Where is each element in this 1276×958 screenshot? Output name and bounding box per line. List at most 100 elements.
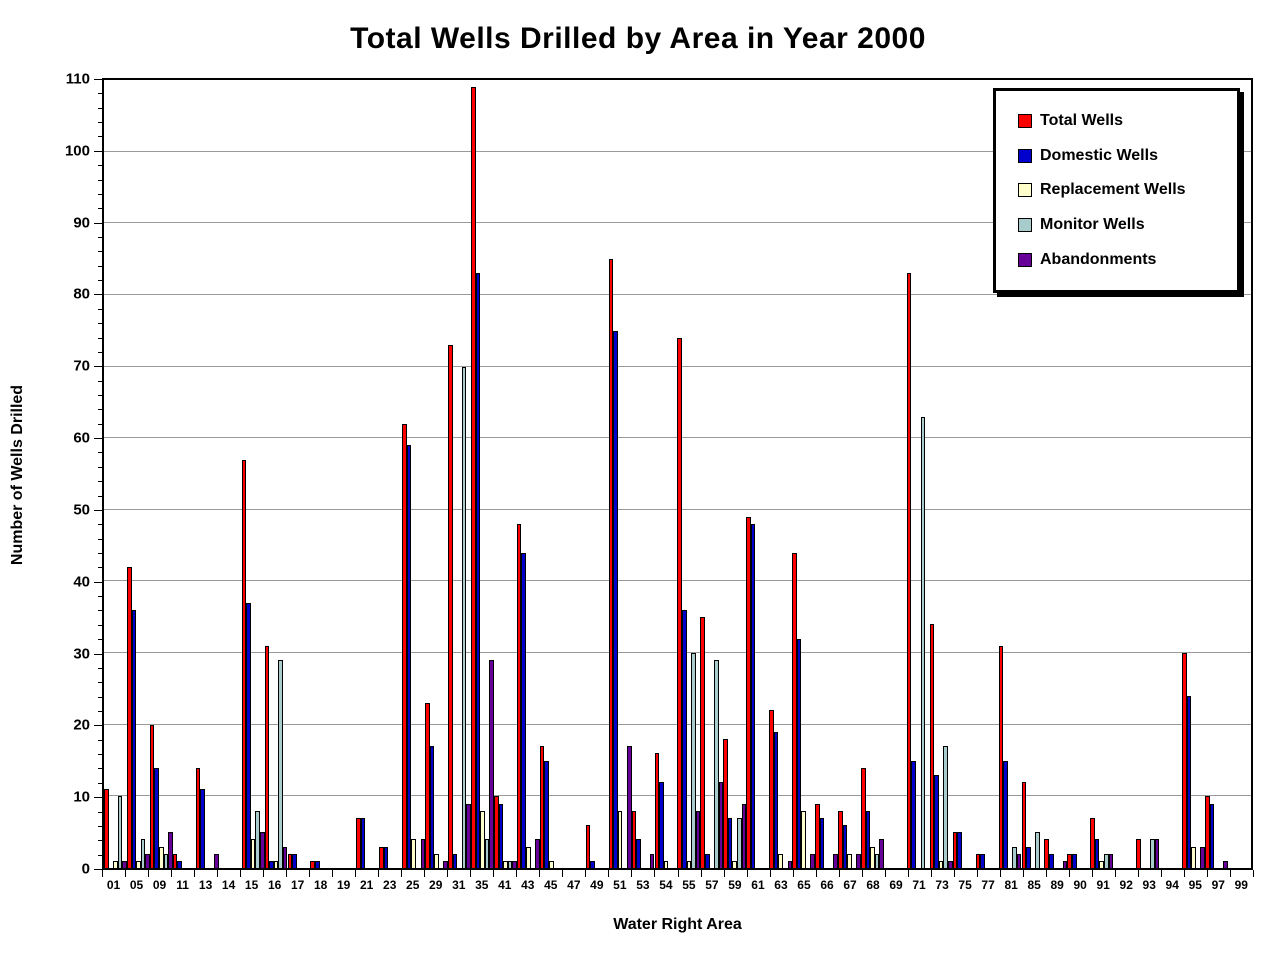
legend-item-total-wells: Total Wells <box>1018 112 1237 130</box>
bar-domestic-wells-area-65 <box>796 638 802 868</box>
bar-domestic-wells-area-05 <box>131 610 137 868</box>
x-tick-label-65: 65 <box>797 878 811 892</box>
bar-total-wells-area-89 <box>1044 839 1050 868</box>
legend-label-domestic-wells: Domestic Wells <box>1040 146 1158 164</box>
y-major-tick-90 <box>94 222 102 224</box>
x-tick-33 <box>861 870 863 877</box>
x-tick-16 <box>470 870 472 877</box>
bar-domestic-wells-area-41 <box>498 803 504 868</box>
y-minor-tick-102 <box>98 136 102 138</box>
y-major-tick-0 <box>94 869 102 870</box>
x-tick-6 <box>240 870 242 877</box>
bar-abandonments-area-15 <box>259 832 265 868</box>
bar-monitor-wells-area-91 <box>1104 853 1109 868</box>
x-tick-11 <box>355 870 357 877</box>
x-tick-45 <box>1137 870 1139 877</box>
y-minor-tick-4 <box>98 840 102 842</box>
x-tick-label-25: 25 <box>406 878 420 892</box>
bar-replacement-wells-area-43 <box>526 846 531 868</box>
bar-group-35 <box>471 80 494 868</box>
y-minor-tick-82 <box>98 280 102 282</box>
x-tick-label-29: 29 <box>429 878 443 892</box>
x-tick-label-01: 01 <box>106 878 121 892</box>
bar-abandonments-area-35 <box>489 660 494 868</box>
y-minor-tick-28 <box>98 667 102 669</box>
x-tick-label-91: 91 <box>1096 878 1110 892</box>
y-major-tick-80 <box>94 294 102 296</box>
y-minor-tick-68 <box>98 380 102 382</box>
y-major-tick-30 <box>94 653 102 655</box>
bar-group-89 <box>1044 80 1068 868</box>
x-tick-48 <box>1206 870 1208 877</box>
x-tick-label-85: 85 <box>1027 878 1041 892</box>
bar-group-85 <box>1021 80 1045 868</box>
x-tick-12 <box>378 870 380 877</box>
bar-total-wells-area-51 <box>608 259 614 868</box>
y-minor-tick-96 <box>98 179 102 181</box>
x-tick-19 <box>539 870 541 877</box>
bar-abandonments-area-59 <box>741 803 747 868</box>
x-tick-label-59: 59 <box>728 878 742 892</box>
y-minor-tick-84 <box>98 265 102 267</box>
bar-group-45 <box>539 80 563 868</box>
y-minor-tick-38 <box>98 596 102 598</box>
y-minor-tick-12 <box>98 782 102 784</box>
bar-total-wells-area-09 <box>149 724 155 868</box>
bar-total-wells-area-93 <box>1136 839 1141 868</box>
bar-domestic-wells-area-63 <box>773 731 779 868</box>
y-tick-label-90: 90 <box>73 214 90 232</box>
legend-swatch-abandonments <box>1018 253 1032 268</box>
bar-group-49 <box>585 80 609 868</box>
bar-monitor-wells-area-05 <box>140 839 146 868</box>
bar-total-wells-area-35 <box>471 87 476 868</box>
bar-total-wells-area-71 <box>906 273 912 868</box>
y-tick-label-0: 0 <box>81 860 90 878</box>
x-tick-label-99: 99 <box>1234 878 1248 892</box>
y-major-tick-70 <box>94 366 102 368</box>
y-major-tick-100 <box>94 150 102 152</box>
bar-abandonments-area-95 <box>1200 846 1205 868</box>
y-minor-tick-54 <box>98 481 102 483</box>
bar-total-wells-area-97 <box>1205 796 1210 868</box>
bar-abandonments-area-93 <box>1154 839 1160 868</box>
legend-swatch-total-wells <box>1018 113 1032 128</box>
bar-domestic-wells-area-77 <box>980 853 985 868</box>
bar-group-61 <box>746 80 769 868</box>
bar-group-11 <box>172 80 196 868</box>
x-tick-29 <box>769 870 771 877</box>
bar-abandonments-area-13 <box>214 853 219 868</box>
legend-label-monitor-wells: Monitor Wells <box>1040 216 1145 234</box>
bar-replacement-wells-area-16 <box>273 860 279 868</box>
bar-group-01 <box>104 80 127 868</box>
y-axis-title: Number of Wells Drilled <box>9 384 26 566</box>
bar-group-54 <box>654 80 678 868</box>
bar-domestic-wells-area-16 <box>269 860 274 868</box>
bar-total-wells-area-95 <box>1182 653 1187 868</box>
bar-replacement-wells-area-35 <box>480 810 485 868</box>
bar-total-wells-area-57 <box>700 617 705 868</box>
bar-domestic-wells-area-73 <box>934 774 939 868</box>
bar-domestic-wells-area-55 <box>682 610 687 868</box>
y-minor-tick-92 <box>98 208 102 210</box>
bar-group-29 <box>425 80 449 868</box>
bar-group-14 <box>219 80 242 868</box>
bar-group-81 <box>998 80 1022 868</box>
y-minor-tick-32 <box>98 639 102 641</box>
bar-group-13 <box>195 80 219 868</box>
bar-monitor-wells-area-71 <box>920 416 926 868</box>
y-major-tick-60 <box>94 438 102 440</box>
bar-total-wells-area-66 <box>815 803 820 868</box>
x-tick-0 <box>102 870 103 877</box>
y-minor-tick-62 <box>98 423 102 425</box>
y-minor-tick-6 <box>98 825 102 827</box>
x-tick-13 <box>401 870 403 877</box>
bar-total-wells-area-49 <box>585 825 591 868</box>
x-tick-label-69: 69 <box>889 878 903 892</box>
bar-replacement-wells-area-15 <box>250 839 256 868</box>
bar-group-18 <box>310 80 333 868</box>
bar-abandonments-area-51 <box>626 746 632 868</box>
x-tick-label-23: 23 <box>383 878 397 892</box>
y-minor-tick-44 <box>98 553 102 554</box>
y-tick-label-100: 100 <box>64 142 90 160</box>
